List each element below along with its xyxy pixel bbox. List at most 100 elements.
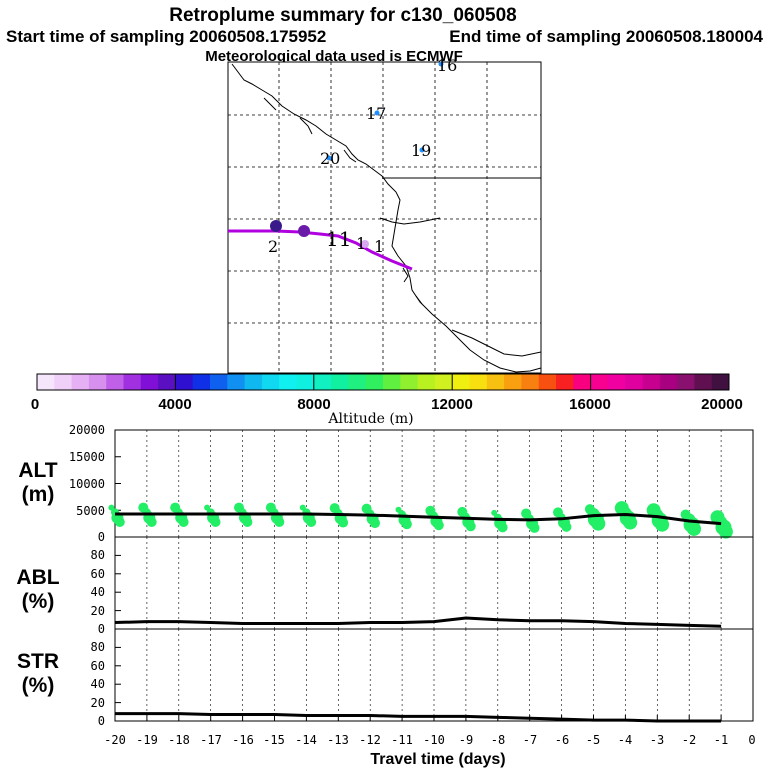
map-label: 2: [268, 237, 278, 256]
x-tick-label: -15: [263, 733, 285, 747]
colorbar-cell: [158, 374, 176, 390]
colorbar-cell: [140, 374, 159, 390]
colorbar-cell: [296, 374, 315, 390]
colorbar-cell: [677, 374, 695, 390]
x-tick-label: -13: [327, 733, 349, 747]
colorbar-cell: [106, 374, 124, 390]
alt-scatter-point: [146, 517, 157, 528]
abl-ytick-label: 40: [91, 585, 105, 599]
alt-scatter-point: [687, 521, 701, 536]
colorbar-tick-label: 12000: [431, 396, 473, 413]
x-tick-label: -20: [104, 733, 126, 747]
alt-ytick-label: 10000: [69, 477, 105, 491]
x-tick-label: -10: [423, 733, 445, 747]
abl-ytick-label: 20: [91, 604, 105, 618]
alt-scatter-point: [655, 517, 670, 532]
colorbar-cell: [417, 374, 436, 390]
map-label: 11: [326, 227, 351, 251]
colorbar-cell: [469, 374, 488, 390]
abl-ytick-label: 80: [91, 548, 105, 562]
colorbar-cell: [573, 374, 592, 390]
colorbar-cell: [556, 374, 574, 390]
x-tick-label: -18: [168, 733, 190, 747]
colorbar-cell: [711, 374, 730, 390]
map-label: 19: [411, 141, 431, 160]
alt-scatter-point: [433, 520, 444, 531]
str-panel: STR (%) 80 60 40 20 0: [17, 628, 754, 728]
str-ytick-label: 60: [91, 659, 105, 673]
alt-scatter-point: [623, 515, 638, 530]
abl-panel: ABL (%) 80 60 40 20 0: [16, 536, 754, 636]
map-label: 16: [437, 56, 457, 75]
start-time-label: Start time of sampling 20060508.175952: [6, 27, 326, 46]
x-tick-label: -12: [359, 733, 381, 747]
alt-ytick-label: 5000: [76, 504, 105, 518]
x-tick-label: -3: [650, 733, 664, 747]
colorbar-cell: [538, 374, 557, 390]
alt-scatter-point: [401, 519, 412, 530]
station-dots: [326, 61, 444, 161]
alt-scatter-point: [114, 517, 125, 528]
alt-scatter-point: [718, 524, 733, 539]
plume-path: [228, 229, 413, 271]
x-tick-label: -1: [714, 733, 728, 747]
end-time-label: End time of sampling 20060508.180004: [449, 27, 763, 46]
map-label: 1: [356, 234, 366, 253]
colorbar-tick-label: 8000: [297, 396, 330, 413]
figure-title: Retroplume summary for c130_060508: [169, 5, 516, 26]
colorbar-cell: [261, 374, 280, 390]
x-tick-label: -17: [200, 733, 222, 747]
station-dot: [438, 61, 444, 67]
colorbar-cell: [504, 374, 522, 390]
map-panel: 16 17 19 20 2 11 1 1: [227, 56, 542, 374]
str-line: [115, 712, 722, 723]
colorbar-tick-label: 16000: [569, 396, 611, 413]
alt-scatter-point: [274, 517, 285, 528]
map-label: 20: [320, 149, 340, 168]
x-tick-label: -6: [555, 733, 569, 747]
alt-scatter-points: [108, 501, 733, 539]
x-tick-label: -7: [523, 733, 537, 747]
plume-marker: [361, 240, 369, 248]
colorbar-cell: [88, 374, 107, 390]
plume-marker: [270, 220, 282, 232]
colorbar-cell: [365, 374, 384, 390]
alt-scatter-point: [497, 522, 508, 533]
colorbar-cell: [37, 374, 55, 390]
colorbar-tick-label: 4000: [158, 396, 191, 413]
str-axis-unit: (%): [22, 674, 55, 697]
alt-scatter-point: [370, 518, 380, 529]
x-axis: -20 -19 -18 -17 -16 -15 -14 -13 -12 -11 …: [104, 733, 755, 768]
station-dot: [374, 110, 380, 116]
alt-scatter-point: [338, 517, 349, 528]
alt-axis-title: ALT: [18, 459, 57, 482]
alt-ytick-label: 0: [98, 530, 105, 544]
colorbar-cell: [486, 374, 505, 390]
colorbar-cell: [659, 374, 678, 390]
colorbar-cell: [348, 374, 367, 390]
map-label: 1: [374, 237, 384, 256]
colorbar-cell: [123, 374, 142, 390]
colorbar-cell: [227, 374, 246, 390]
map-labels: 16 17 19 20 2 11 1 1: [268, 56, 457, 256]
abl-line: [114, 616, 722, 628]
colorbar-tick-label: 0: [31, 396, 39, 413]
x-axis-title: Travel time (days): [370, 751, 505, 768]
colorbar-cell: [521, 374, 540, 390]
colorbar-cell: [434, 374, 453, 390]
x-tick-label: -5: [586, 733, 600, 747]
colorbar-cell: [244, 374, 263, 390]
alt-scatter-point: [465, 521, 476, 532]
alt-scatter-point: [210, 517, 221, 528]
map-label: 17: [366, 104, 386, 123]
plume-marker: [298, 225, 310, 237]
map-grid: [228, 62, 541, 373]
x-tick-label: -8: [491, 733, 505, 747]
alt-scatter-point: [591, 516, 606, 531]
colorbar-cell: [400, 374, 419, 390]
str-grid: [114, 629, 754, 722]
colorbar-cell: [694, 374, 713, 390]
colorbar-cell: [175, 374, 194, 390]
